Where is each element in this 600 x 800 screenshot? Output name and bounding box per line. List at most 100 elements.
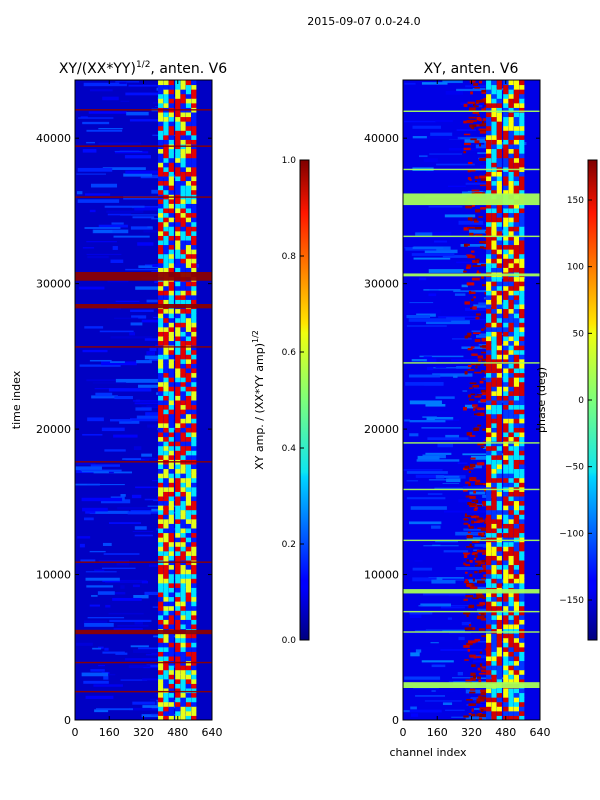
signal-cell [503,317,509,323]
texture-cell [113,235,150,238]
signal-cell [158,674,164,680]
signal-cell [503,482,509,488]
signal-cell [519,459,525,465]
signal-cell [163,633,169,639]
signal-cell [163,400,169,406]
signal-cell [191,427,197,433]
phase-wrap-cell [480,264,487,267]
phase-wrap-cell [483,97,489,100]
signal-cell [486,304,492,310]
signal-cell [175,180,181,186]
signal-cell [168,596,174,602]
signal-cell [513,610,520,616]
signal-cell [503,336,509,342]
signal-cell [175,578,181,584]
signal-cell [158,619,164,625]
signal-cell [185,176,192,182]
signal-cell [180,139,186,145]
signal-cell [496,112,502,118]
texture-cell [136,360,152,364]
signal-cell [163,637,169,643]
signal-cell [158,409,164,415]
signal-cell [175,390,181,396]
texture-cell [87,417,104,422]
signal-cell [185,683,192,689]
amplitude-colorbar-tick-label: 1.0 [282,156,297,166]
signal-cell [163,189,169,195]
signal-cell [168,336,174,342]
signal-cell [513,322,520,328]
signal-cell [503,176,509,182]
signal-cell [175,642,181,648]
signal-cell [519,496,525,502]
signal-cell [496,285,502,291]
texture-cell [112,597,142,601]
signal-cell [168,112,174,118]
signal-cell [519,180,525,186]
texture-cell [409,709,442,713]
phase-wrap-cell [479,483,486,485]
phase-wrap-cell [481,616,485,620]
signal-cell [491,491,497,497]
signal-cell [180,267,186,273]
signal-cell [185,550,192,556]
texture-cell [477,104,483,108]
phase-wrap-cell [463,467,468,471]
phase-wrap-cell [481,120,485,124]
phase-wrap-cell [463,554,468,558]
signal-cell [486,633,492,639]
signal-cell [508,153,514,159]
signal-cell [519,413,525,419]
signal-cell [158,185,164,191]
signal-cell [163,262,169,268]
phase-wrap-cell [468,640,476,644]
signal-cell [175,336,181,342]
signal-cell [503,290,509,296]
signal-cell [519,454,525,460]
signal-cell [513,514,520,520]
signal-cell [513,441,520,447]
texture-cell [103,553,140,555]
signal-cell [513,80,520,86]
signal-cell [519,235,525,241]
signal-cell [180,80,186,86]
signal-cell [503,518,509,524]
texture-cell [473,688,499,691]
signal-cell [163,582,169,588]
texture-cell [458,220,484,225]
signal-cell [185,368,192,374]
signal-cell [191,208,197,214]
texture-cell [97,591,115,595]
signal-cell [168,505,174,511]
phase-wrap-cell [474,371,482,374]
texture-cell [116,563,130,566]
phase-y-tick-label: 20000 [364,423,399,436]
phase-wrap-cell [469,382,477,385]
signal-cell [513,546,520,552]
signal-cell [519,258,525,264]
signal-cell [185,697,192,703]
texture-cell [107,213,132,216]
signal-cell [175,189,181,195]
texture-cell [436,163,475,166]
signal-cell [491,377,497,383]
phase-wrap-cell [468,290,472,295]
phase-wrap-cell [470,393,476,396]
signal-cell [496,221,502,227]
signal-cell [513,660,520,666]
signal-cell [180,185,186,191]
signal-cell [491,477,497,483]
signal-cell [519,678,525,684]
signal-cell [191,326,197,332]
signal-cell [508,692,514,698]
phase-colorbar-label: phase (deg) [535,367,548,433]
signal-cell [513,541,520,547]
signal-cell [163,157,169,163]
signal-cell [496,710,502,716]
signal-cell [491,240,497,246]
signal-cell [163,139,169,145]
signal-cell [513,432,520,438]
signal-cell [185,80,192,86]
phase-wrap-cell [466,534,473,539]
signal-cell [519,267,525,273]
